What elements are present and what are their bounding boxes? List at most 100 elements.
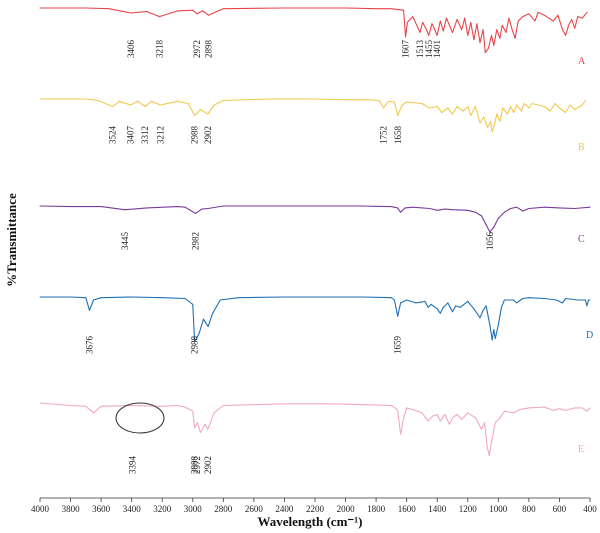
data-point-a-6 [177, 10, 178, 12]
data-point-b-46 [499, 121, 501, 122]
data-point-b-64 [584, 100, 586, 101]
data-point-c-5 [177, 206, 178, 208]
data-point-d-37 [473, 308, 475, 310]
data-point-e-3 [93, 412, 94, 414]
peak-label-e-2902: 2902 [203, 456, 213, 474]
x-tick-label-600: 600 [553, 504, 567, 514]
data-point-b-31 [441, 112, 443, 113]
data-point-e-25 [412, 409, 414, 411]
data-point-b-61 [569, 104, 571, 106]
highlight-ellipse [115, 402, 165, 434]
data-point-d-31 [442, 306, 444, 308]
data-point-e-30 [439, 420, 441, 422]
data-point-b-12 [194, 115, 196, 116]
data-point-b-28 [421, 103, 423, 104]
data-point-c-11 [268, 205, 270, 207]
data-point-d-24 [406, 299, 408, 301]
data-point-b-45 [496, 113, 498, 115]
data-point-d-9 [192, 303, 194, 305]
data-point-c-7 [195, 212, 196, 214]
data-point-b-41 [487, 127, 489, 128]
data-point-d-33 [452, 311, 453, 313]
peak-label-a-3406: 3406 [126, 40, 136, 59]
data-point-b-44 [494, 124, 495, 125]
data-point-e-0 [39, 402, 41, 404]
data-point-d-56 [577, 299, 579, 301]
data-point-c-12 [314, 205, 316, 207]
data-point-b-2 [97, 100, 99, 101]
data-point-a-39 [479, 42, 481, 44]
data-point-e-12 [199, 432, 201, 433]
data-point-a-18 [406, 21, 408, 23]
x-tick-label-3000: 3000 [184, 504, 203, 514]
data-point-c-22 [452, 209, 453, 211]
peak-label-a-2972: 2972 [192, 40, 202, 58]
data-point-a-51 [514, 37, 516, 39]
data-point-a-15 [390, 8, 392, 10]
data-point-a-65 [577, 16, 579, 18]
data-point-e-29 [436, 414, 438, 415]
data-point-c-36 [558, 207, 560, 209]
data-point-a-8 [196, 13, 198, 15]
x-tick-label-3400: 3400 [123, 504, 142, 514]
data-point-e-2 [85, 405, 87, 407]
data-point-a-38 [476, 23, 478, 25]
data-point-e-55 [586, 410, 588, 412]
data-point-b-6 [137, 100, 139, 102]
series-label-c: C [578, 234, 585, 245]
peak-label-b-1752: 1752 [378, 126, 388, 144]
data-point-b-7 [144, 106, 146, 107]
x-tick-label-2600: 2600 [245, 504, 264, 514]
data-point-a-55 [534, 20, 536, 22]
data-point-b-58 [554, 103, 556, 104]
data-point-e-36 [467, 412, 469, 414]
series-line-d [40, 296, 590, 342]
data-point-e-31 [444, 414, 446, 415]
data-point-e-7 [177, 405, 178, 406]
data-point-d-38 [479, 317, 481, 319]
data-point-a-2 [108, 8, 110, 10]
data-point-a-49 [508, 17, 510, 19]
data-point-b-48 [507, 113, 508, 115]
data-point-a-22 [422, 21, 424, 23]
series-label-a: A [578, 56, 586, 67]
data-point-e-45 [503, 410, 505, 412]
data-point-b-10 [177, 100, 178, 102]
data-point-a-33 [461, 29, 463, 31]
peak-label-e-2972: 2972 [192, 456, 202, 474]
data-point-a-43 [491, 34, 492, 36]
data-point-d-51 [528, 297, 530, 299]
peak-label-b-3212: 3212 [155, 126, 165, 144]
data-point-d-11 [198, 333, 200, 335]
peak-label-b-3407: 3407 [126, 126, 136, 145]
data-point-b-1 [85, 98, 87, 100]
data-point-a-14 [375, 8, 377, 10]
data-point-c-24 [474, 211, 476, 213]
data-point-b-20 [368, 99, 369, 101]
data-point-b-14 [207, 113, 209, 115]
data-point-c-14 [390, 206, 392, 208]
data-point-e-27 [427, 420, 429, 422]
peak-label-a-1455: 1455 [424, 40, 434, 59]
data-point-e-9 [192, 410, 194, 412]
data-point-e-5 [131, 405, 133, 406]
data-point-b-51 [516, 104, 518, 106]
data-point-d-18 [329, 296, 331, 298]
data-point-e-32 [448, 423, 450, 425]
x-tick-label-3600: 3600 [92, 504, 111, 514]
data-point-b-13 [199, 109, 201, 110]
data-point-d-17 [283, 296, 285, 298]
data-point-d-47 [503, 299, 505, 301]
data-point-b-27 [406, 101, 408, 103]
data-point-e-22 [400, 433, 402, 435]
data-point-b-11 [187, 103, 189, 104]
peak-label-b-3524: 3524 [108, 126, 118, 145]
data-point-c-26 [485, 224, 487, 226]
data-point-d-52 [543, 298, 545, 299]
data-point-a-0 [39, 7, 41, 9]
data-point-e-48 [528, 407, 530, 409]
series-line-a [40, 7, 588, 54]
peak-label-b-3312: 3312 [140, 126, 150, 144]
series-label-e: E [578, 444, 584, 455]
